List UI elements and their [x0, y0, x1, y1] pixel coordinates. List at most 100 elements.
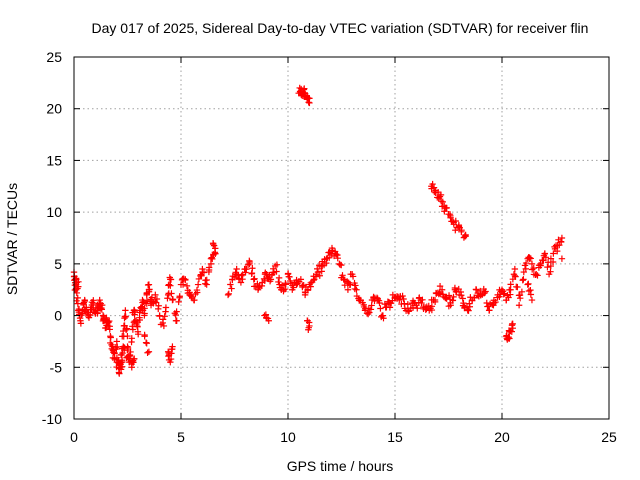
data-point-marker	[512, 273, 519, 280]
data-point-marker	[339, 272, 346, 279]
plot-frame	[73, 56, 610, 420]
data-point-marker	[224, 291, 232, 299]
data-point-marker	[338, 261, 345, 269]
data-point-marker	[161, 313, 168, 320]
data-point-marker	[547, 255, 555, 262]
data-point-marker	[508, 328, 516, 335]
data-point-marker	[541, 250, 549, 257]
data-point-marker	[86, 311, 94, 319]
x-axis-label: GPS time / hours	[287, 458, 394, 474]
data-point-marker	[525, 287, 533, 295]
data-point-marker	[447, 214, 454, 221]
data-point-marker	[121, 313, 129, 320]
data-point-marker	[549, 258, 557, 266]
data-point-marker	[167, 282, 174, 289]
data-point-marker	[167, 355, 175, 363]
data-point-marker	[554, 247, 561, 255]
data-point-marker	[414, 305, 421, 312]
x-tick-label: 10	[280, 429, 296, 445]
data-point-marker	[318, 268, 325, 275]
data-point-marker	[143, 340, 150, 347]
data-point-marker	[527, 255, 534, 262]
data-point-marker	[202, 280, 209, 287]
data-point-marker	[334, 254, 341, 262]
data-point-marker	[210, 240, 217, 248]
data-point-marker	[367, 306, 375, 313]
data-point-marker	[360, 301, 367, 309]
data-point-marker	[164, 295, 171, 302]
data-point-marker	[353, 286, 360, 293]
data-point-marker	[528, 296, 536, 304]
data-point-marker	[518, 288, 526, 295]
data-point-marker	[446, 211, 454, 218]
data-point-marker	[128, 364, 135, 371]
data-point-marker	[198, 272, 205, 279]
data-point-marker	[537, 260, 544, 268]
data-point-marker	[509, 320, 516, 328]
data-point-marker	[130, 355, 138, 363]
data-point-marker	[145, 288, 153, 295]
data-point-marker	[278, 282, 286, 289]
data-point-marker	[203, 276, 210, 284]
x-tick-label: 5	[177, 429, 185, 445]
data-point-marker	[515, 302, 523, 309]
data-point-marker	[557, 238, 565, 245]
data-point-marker	[451, 284, 459, 292]
data-point-marker	[459, 295, 466, 302]
data-point-marker	[81, 297, 89, 305]
data-point-marker	[528, 260, 536, 268]
y-tick-label: -5	[50, 359, 63, 375]
data-point-marker	[304, 286, 312, 293]
data-point-marker	[527, 291, 535, 298]
grid-lines	[74, 57, 609, 419]
data-point-marker	[399, 292, 406, 300]
y-tick-label: 20	[46, 101, 62, 117]
data-point-marker	[422, 306, 429, 313]
data-point-marker	[225, 290, 232, 297]
y-tick-label: 10	[46, 204, 62, 220]
y-axis-label: SDTVAR / TECUs	[4, 183, 20, 295]
data-point-marker	[194, 281, 202, 288]
x-tick-label: 25	[601, 429, 617, 445]
data-point-marker	[183, 282, 191, 290]
data-point-marker	[175, 298, 182, 306]
data-point-marker	[305, 326, 312, 333]
data-point-marker	[439, 198, 446, 206]
data-point-marker	[443, 295, 450, 302]
data-point-marker	[186, 289, 193, 296]
data-point-marker	[105, 322, 112, 330]
data-point-marker	[460, 299, 467, 307]
data-point-marker	[522, 265, 529, 273]
data-point-marker	[471, 294, 478, 301]
data-point-marker	[431, 296, 439, 304]
data-point-marker	[507, 281, 514, 288]
data-point-marker	[511, 265, 519, 273]
data-point-marker	[404, 301, 412, 308]
data-point-marker	[104, 319, 111, 326]
data-point-marker	[275, 274, 283, 282]
data-point-marker	[542, 254, 550, 261]
data-point-marker	[182, 276, 189, 284]
data-point-marker	[558, 234, 566, 242]
data-point-marker	[123, 325, 131, 332]
data-point-marker	[120, 327, 127, 335]
data-point-marker	[466, 303, 474, 310]
data-point-marker	[155, 305, 162, 313]
data-point-marker	[179, 281, 187, 288]
data-point-marker	[483, 299, 490, 307]
data-point-marker	[450, 293, 457, 301]
data-point-marker	[525, 280, 532, 288]
data-point-marker	[210, 242, 218, 249]
data-point-marker	[396, 296, 403, 304]
data-point-marker	[452, 217, 459, 225]
data-point-marker	[558, 255, 566, 262]
data-point-marker	[514, 283, 521, 291]
data-point-marker	[544, 263, 551, 271]
data-point-marker	[377, 305, 384, 312]
data-point-marker	[248, 269, 256, 277]
data-point-marker	[486, 307, 493, 314]
data-point-marker	[124, 332, 131, 340]
data-point-marker	[144, 349, 151, 356]
y-tick-label: 0	[54, 308, 62, 324]
data-point-marker	[273, 268, 280, 275]
